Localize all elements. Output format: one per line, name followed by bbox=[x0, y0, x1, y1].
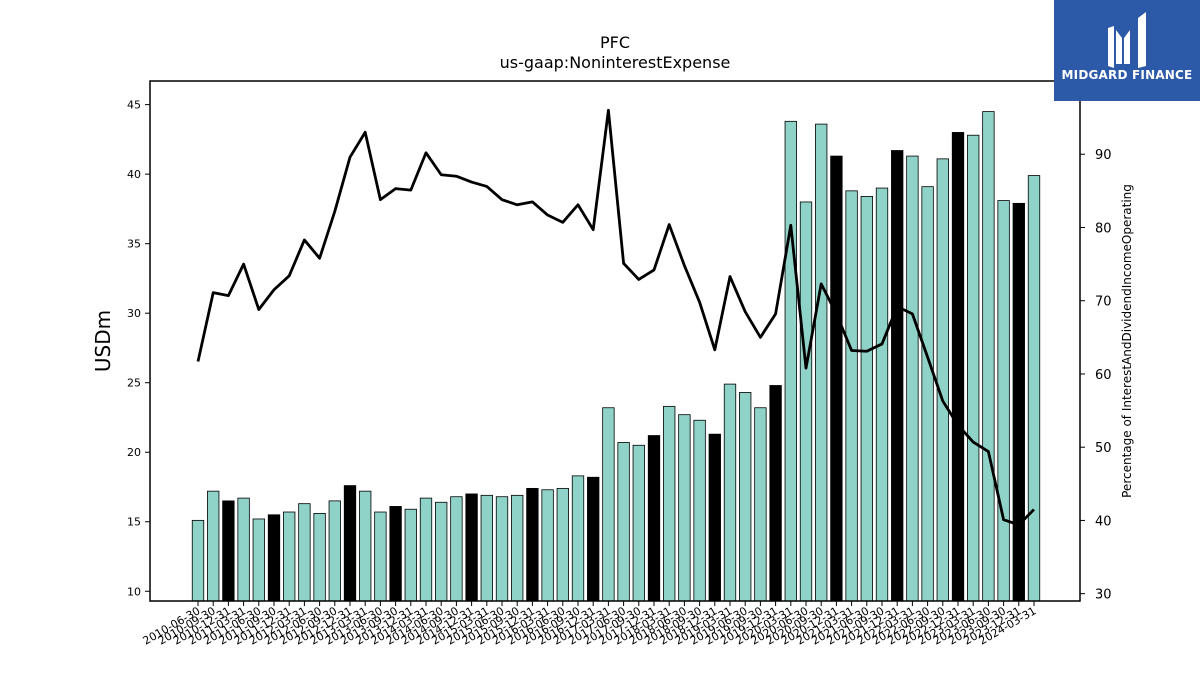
bar bbox=[891, 150, 904, 602]
bar bbox=[419, 497, 433, 602]
bar bbox=[389, 506, 402, 602]
y2-tick-label: 70 bbox=[1095, 295, 1112, 310]
bar bbox=[769, 385, 782, 602]
bar bbox=[359, 490, 372, 602]
y-tick-label: 15 bbox=[127, 516, 141, 529]
bar bbox=[784, 120, 797, 602]
y-tick-label: 45 bbox=[127, 99, 141, 112]
y-tick-label: 10 bbox=[127, 585, 141, 598]
bar bbox=[617, 442, 630, 602]
bar bbox=[495, 496, 509, 602]
bar bbox=[450, 496, 463, 602]
bar bbox=[328, 500, 341, 602]
y2-tick-label: 50 bbox=[1095, 441, 1112, 456]
y-tick-label: 30 bbox=[127, 307, 141, 320]
y2-tick-label: 60 bbox=[1095, 368, 1112, 383]
bar bbox=[967, 134, 980, 602]
bar bbox=[222, 500, 235, 602]
chart-subtitle: us-gaap:NoninterestExpense bbox=[500, 53, 731, 72]
y-tick-label: 40 bbox=[127, 168, 141, 181]
y-axis-label: USDm bbox=[91, 310, 115, 372]
bar bbox=[647, 435, 661, 602]
bar bbox=[298, 503, 311, 602]
brand-logo: MIDGARD FINANCE bbox=[1054, 0, 1200, 101]
bar bbox=[875, 187, 889, 602]
series-line bbox=[196, 108, 1035, 527]
bar bbox=[845, 190, 858, 602]
x-axis: 2010-06-302010-09-302010-12-312011-03-31… bbox=[141, 601, 1039, 648]
bar bbox=[1027, 175, 1041, 602]
bar bbox=[511, 494, 524, 602]
bar bbox=[252, 518, 265, 602]
y2-tick-label: 80 bbox=[1095, 221, 1112, 236]
bar bbox=[951, 132, 965, 602]
bar bbox=[343, 485, 357, 602]
chart-title: PFC bbox=[600, 33, 630, 52]
y-axis-right: 30 40 50 60 70 80 90 bbox=[1080, 148, 1112, 603]
bar bbox=[1012, 202, 1025, 602]
y-axis-left: 10 15 20 25 30 35 40 45 bbox=[127, 99, 150, 598]
bar bbox=[982, 111, 995, 602]
bar bbox=[313, 513, 326, 602]
bar bbox=[435, 501, 448, 602]
bar bbox=[374, 511, 387, 602]
bar bbox=[526, 487, 539, 602]
bar bbox=[283, 511, 296, 602]
logo-text: MIDGARD FINANCE bbox=[1061, 68, 1193, 82]
bar bbox=[708, 433, 721, 602]
y-tick-label: 20 bbox=[127, 446, 141, 459]
bar bbox=[921, 186, 934, 602]
bar bbox=[815, 123, 828, 602]
bar-series bbox=[191, 111, 1041, 602]
bar bbox=[571, 475, 585, 602]
bar bbox=[267, 514, 281, 602]
bar bbox=[906, 155, 919, 602]
bar bbox=[556, 487, 569, 602]
bar bbox=[663, 405, 676, 602]
bar bbox=[207, 490, 220, 602]
line-series bbox=[196, 108, 1035, 527]
bar bbox=[404, 508, 417, 602]
y2-tick-label: 40 bbox=[1095, 514, 1112, 529]
y-tick-label: 25 bbox=[127, 377, 141, 390]
bar bbox=[754, 407, 767, 602]
bar bbox=[739, 392, 752, 602]
y2-axis-label: Percentage of InterestAndDividendIncomeO… bbox=[1120, 184, 1134, 498]
bar bbox=[860, 195, 873, 602]
bar bbox=[693, 419, 706, 602]
bar bbox=[237, 497, 250, 602]
bar bbox=[997, 200, 1010, 602]
y2-tick-label: 90 bbox=[1095, 148, 1112, 163]
bar bbox=[936, 158, 949, 602]
bar bbox=[830, 155, 843, 602]
bar bbox=[799, 201, 813, 602]
bar bbox=[191, 519, 205, 602]
bar bbox=[723, 383, 737, 602]
bar bbox=[480, 494, 493, 602]
bar bbox=[632, 444, 645, 602]
bar bbox=[465, 493, 478, 602]
y2-tick-label: 30 bbox=[1095, 588, 1112, 603]
y-tick-label: 35 bbox=[127, 238, 141, 251]
bar bbox=[541, 489, 554, 602]
logo-mark-icon bbox=[1108, 12, 1146, 68]
bar bbox=[587, 476, 600, 602]
bar bbox=[678, 414, 691, 602]
bar bbox=[602, 407, 615, 602]
plot-frame bbox=[149, 80, 1081, 602]
